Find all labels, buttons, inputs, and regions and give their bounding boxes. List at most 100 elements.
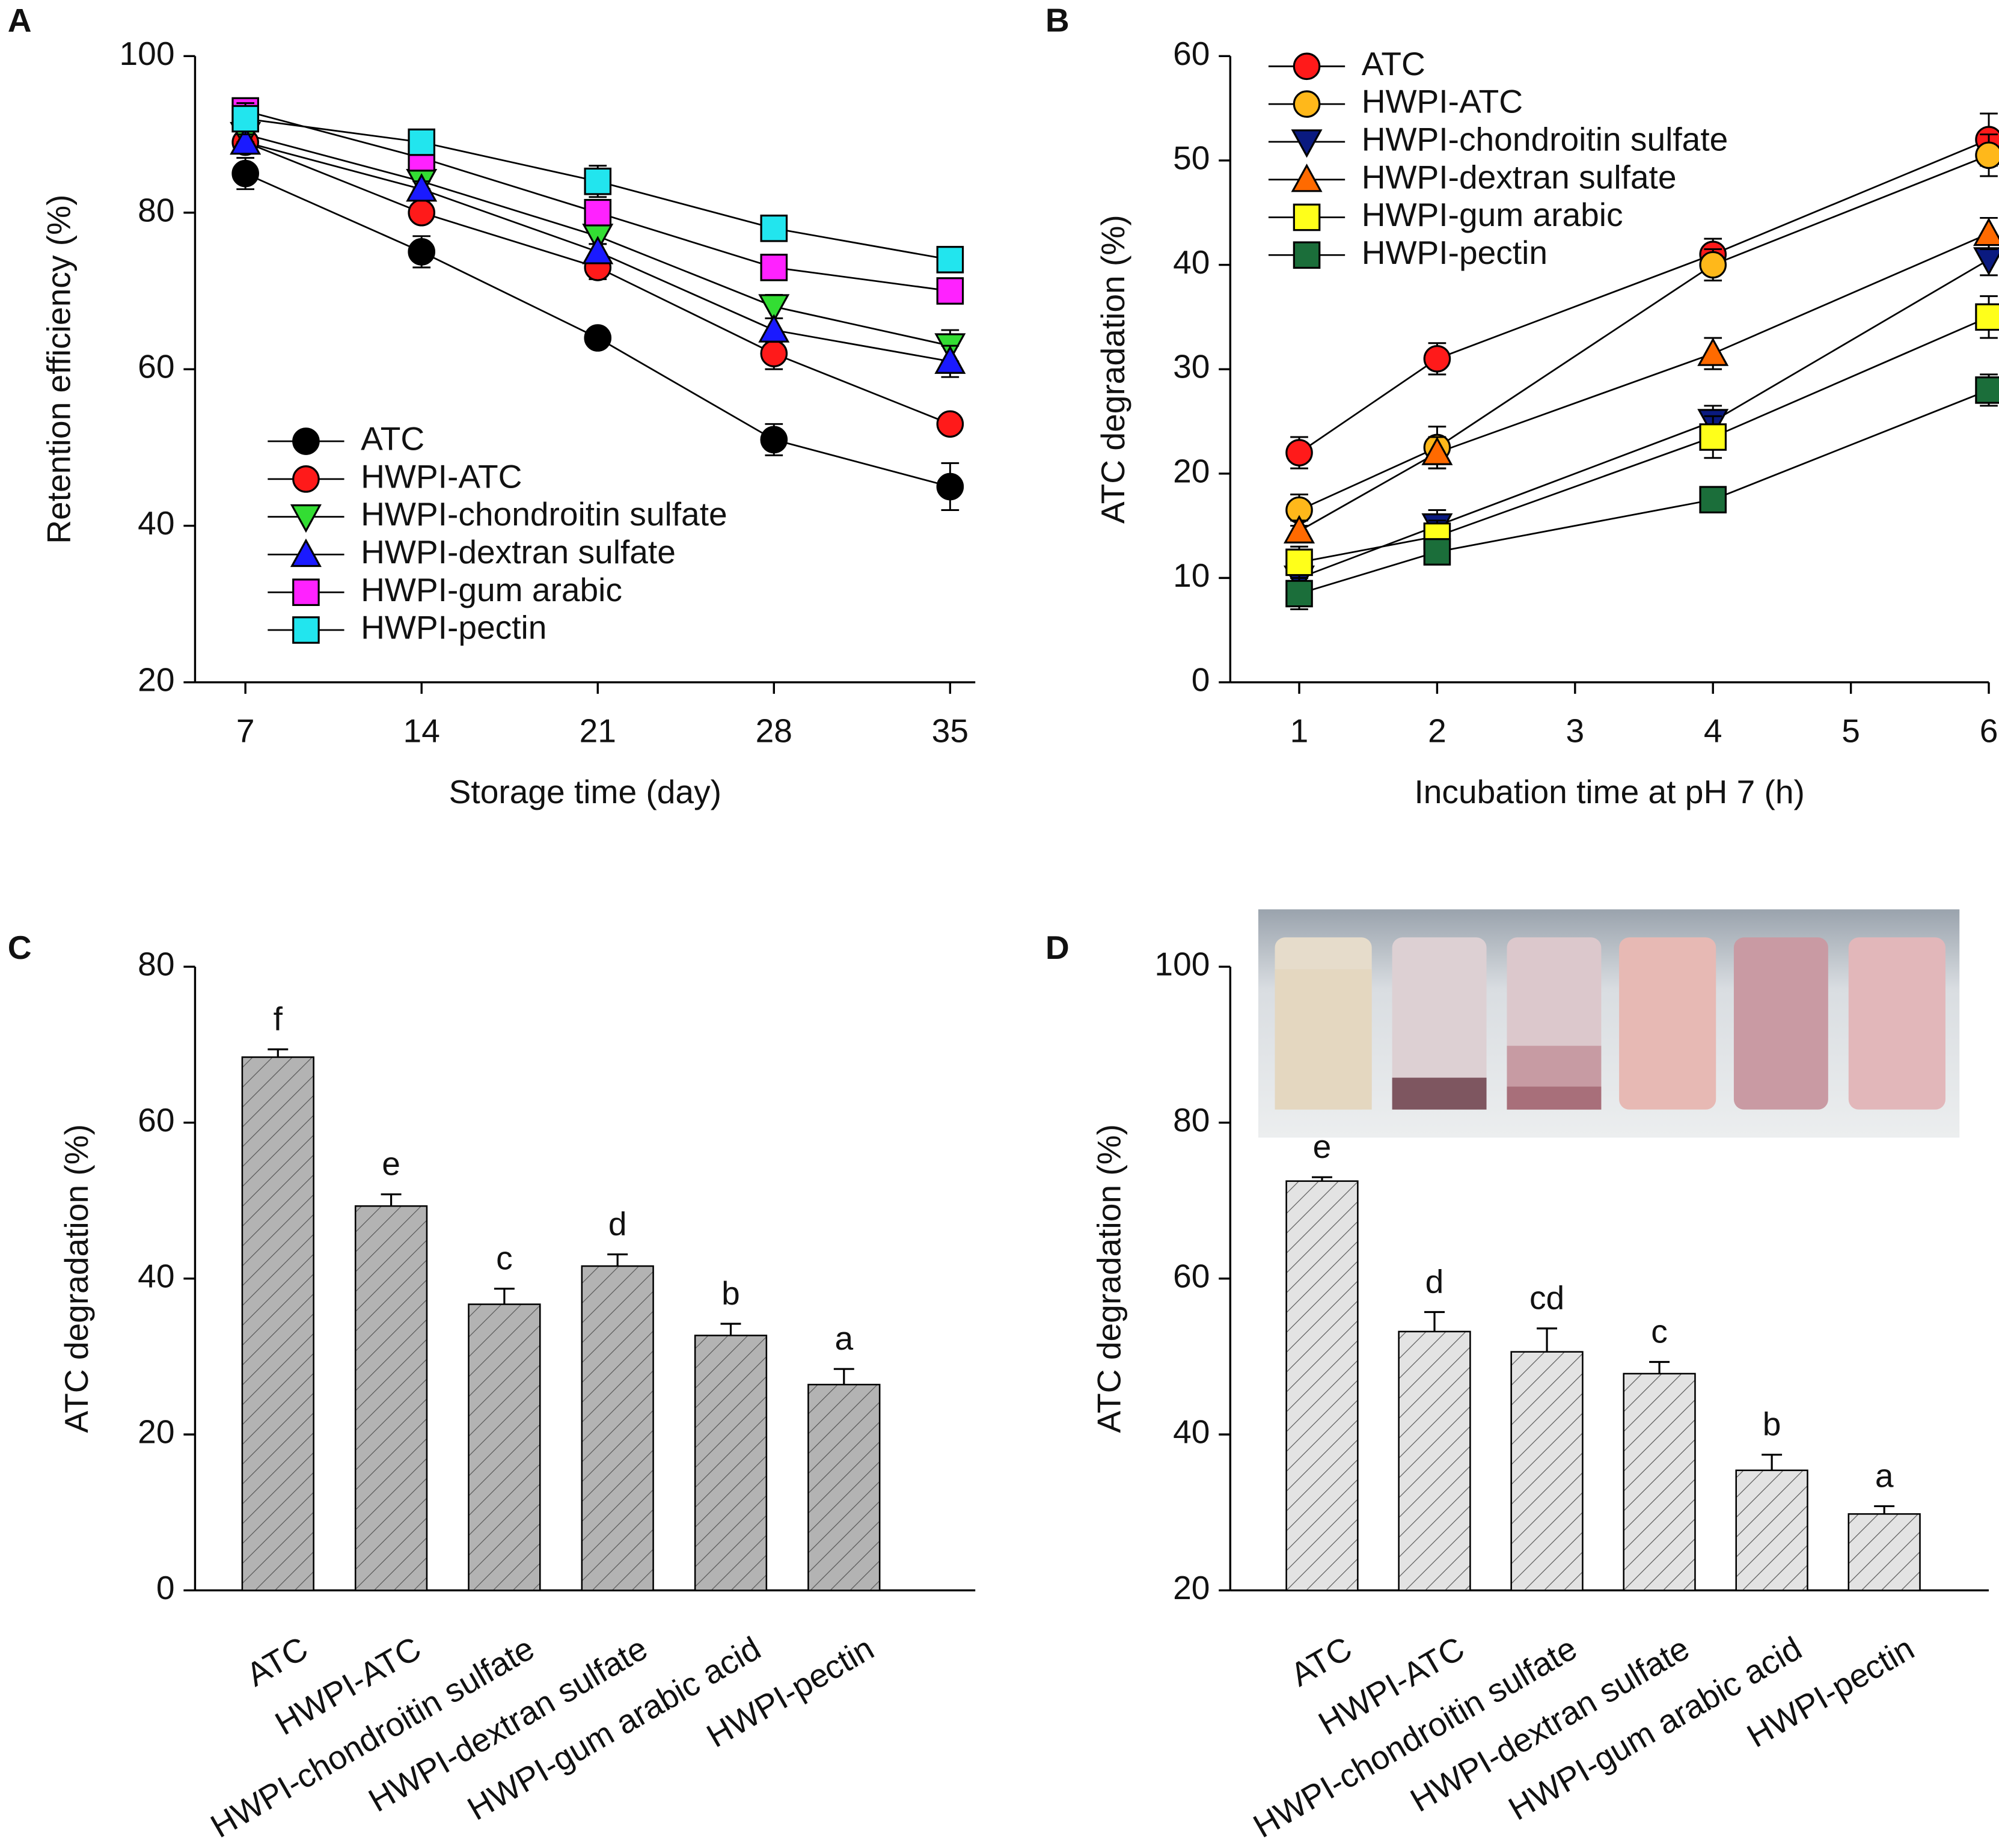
series-line <box>1299 138 1989 454</box>
y-tick-label: 100 <box>120 35 175 72</box>
marker <box>934 345 966 374</box>
error-bar <box>1874 1505 1895 1514</box>
legend-label: HWPI-dextran sulfate <box>361 533 676 571</box>
legend-label: HWPI-gum arabic <box>1362 196 1623 233</box>
legend-marker <box>292 616 320 644</box>
series-line <box>1299 259 1989 579</box>
legend-label: HWPI-chondroitin sulfate <box>1362 120 1728 158</box>
y-tick-label: 30 <box>1173 348 1210 385</box>
marker <box>758 314 790 343</box>
significance-letter: d <box>608 1205 627 1242</box>
bar <box>1623 1372 1696 1591</box>
marker <box>936 246 964 274</box>
y-tick-label: 40 <box>1173 243 1210 281</box>
legend-label: HWPI-pectin <box>361 609 546 646</box>
marker <box>1697 337 1729 366</box>
photo-inset <box>1258 909 1960 1138</box>
y-axis-title: ATC degradation (%) <box>1091 1124 1128 1433</box>
x-tick-label: 4 <box>1704 712 1722 749</box>
marker <box>1285 580 1313 608</box>
y-tick-label: 10 <box>1173 557 1210 594</box>
bar <box>694 1335 768 1591</box>
significance-letter: b <box>1763 1406 1781 1443</box>
significance-letter: e <box>382 1145 400 1183</box>
marker <box>1285 548 1313 577</box>
marker <box>1973 217 1999 246</box>
significance-letter: e <box>1313 1128 1332 1165</box>
marker <box>1421 436 1453 465</box>
marker <box>1285 439 1313 467</box>
marker <box>936 277 964 305</box>
panel-label: A <box>8 2 32 39</box>
marker <box>1699 486 1727 513</box>
x-tick-label: 5 <box>1841 712 1860 749</box>
bar <box>1285 1180 1359 1591</box>
panel-label: B <box>1045 2 1070 39</box>
y-axis-title: ATC degradation (%) <box>58 1124 95 1433</box>
marker <box>584 198 612 227</box>
bar <box>1847 1513 1921 1591</box>
bar <box>241 1056 314 1591</box>
legend-label: HWPI-dextran sulfate <box>1362 158 1677 195</box>
y-tick-label: 0 <box>156 1569 175 1606</box>
marker <box>1699 251 1727 279</box>
panel-label: C <box>8 929 32 966</box>
error-bar <box>720 1323 741 1336</box>
y-tick-label: 60 <box>1173 35 1210 72</box>
y-axis-title: Retention efficiency (%) <box>40 195 77 544</box>
bar <box>468 1303 541 1591</box>
legend-label: ATC <box>1362 45 1425 82</box>
marker <box>584 324 612 352</box>
series-line <box>1299 316 1989 563</box>
significance-letter: a <box>1875 1457 1894 1494</box>
legend-marker <box>1293 203 1321 231</box>
marker <box>408 238 436 266</box>
marker <box>230 126 262 155</box>
legend-label: HWPI-gum arabic <box>361 571 622 608</box>
marker <box>1423 538 1451 566</box>
significance-letter: f <box>274 1000 283 1037</box>
bar <box>807 1383 881 1591</box>
legend-marker <box>292 578 320 607</box>
y-tick-label: 20 <box>138 1413 174 1451</box>
marker <box>1699 423 1727 451</box>
x-tick-label: 28 <box>756 712 792 749</box>
bar <box>1735 1469 1808 1591</box>
significance-letter: a <box>834 1320 853 1357</box>
marker <box>1975 141 1999 170</box>
x-axis-title: Storage time (day) <box>449 773 721 810</box>
y-tick-label: 60 <box>138 1101 174 1139</box>
legend-label: ATC <box>361 420 424 457</box>
error-bar <box>1649 1360 1670 1374</box>
y-tick-label: 20 <box>1173 452 1210 489</box>
significance-letter: d <box>1425 1262 1444 1300</box>
vial <box>1619 937 1716 1110</box>
x-tick-label: 35 <box>932 712 969 749</box>
y-tick-label: 60 <box>1173 1257 1210 1294</box>
marker <box>231 159 259 188</box>
significance-letter: c <box>1651 1312 1668 1350</box>
marker <box>408 128 436 156</box>
x-tick-label: 2 <box>1428 712 1446 749</box>
legend-marker <box>1291 129 1323 158</box>
y-tick-label: 100 <box>1154 946 1210 983</box>
panel-label: D <box>1045 929 1070 966</box>
legend-label: HWPI-pectin <box>1362 234 1547 271</box>
error-bar <box>607 1253 628 1267</box>
legend-marker <box>1293 90 1321 118</box>
bar <box>581 1265 654 1591</box>
x-tick-label: 14 <box>403 712 440 749</box>
error-bar <box>1762 1454 1783 1470</box>
y-tick-label: 20 <box>1173 1569 1210 1606</box>
error-bar <box>1537 1327 1558 1352</box>
significance-letter: b <box>721 1274 740 1312</box>
marker <box>584 167 612 195</box>
marker <box>760 254 788 281</box>
error-bar <box>381 1193 402 1207</box>
y-tick-label: 80 <box>138 191 174 228</box>
marker <box>1284 515 1315 543</box>
error-bar <box>833 1368 854 1385</box>
marker <box>1973 247 1999 276</box>
y-tick-label: 40 <box>138 504 174 542</box>
bar <box>354 1205 428 1591</box>
